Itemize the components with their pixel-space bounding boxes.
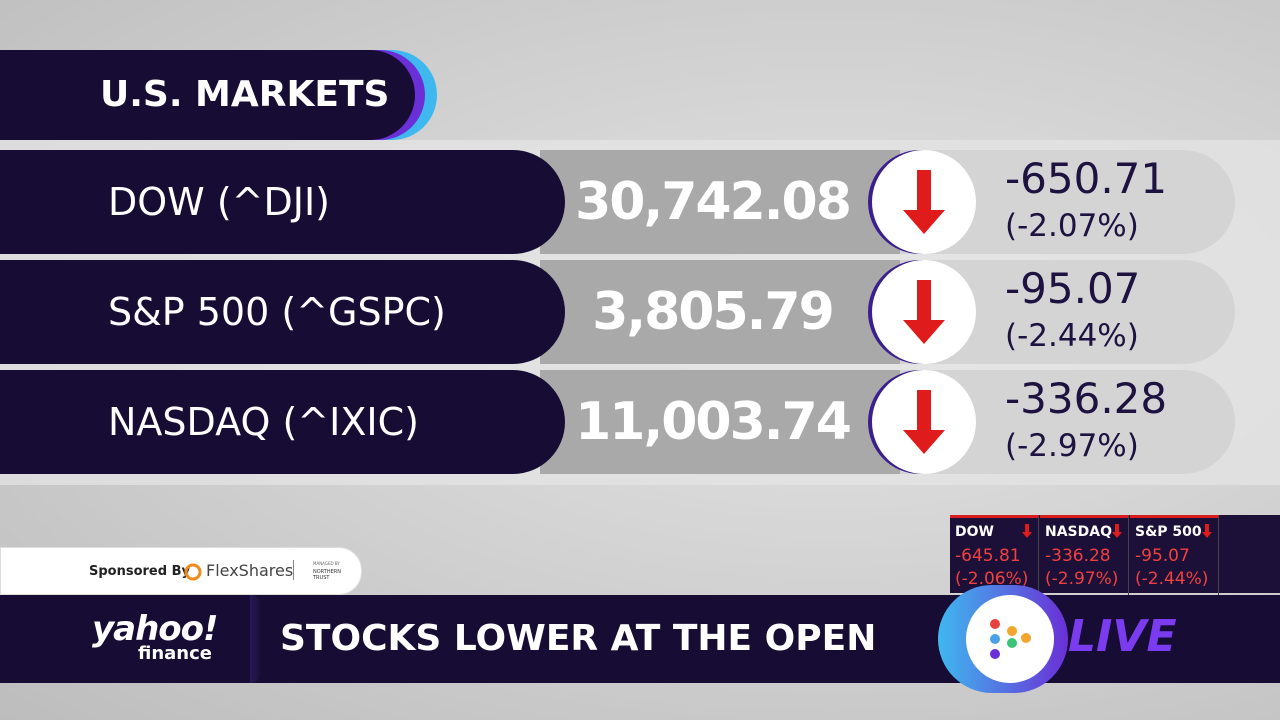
price-band	[540, 260, 920, 364]
separator	[250, 595, 262, 683]
arrow-badge	[858, 150, 976, 254]
down-arrow	[868, 370, 976, 474]
ticker-item: NASDAQ -336.28 (-2.97%)	[1040, 515, 1129, 596]
index-price: 3,805.79	[592, 282, 835, 342]
flexshares-icon	[184, 563, 202, 581]
arrow-badge	[858, 260, 976, 364]
ticker-change-pct: (-2.44%)	[1135, 569, 1209, 589]
arrow-badge	[858, 370, 976, 474]
price-band	[540, 370, 920, 474]
ticker-arrow	[1022, 524, 1032, 542]
index-name: DOW (^DJI)	[108, 180, 330, 224]
index-change-pct: (-2.44%)	[1005, 318, 1139, 354]
down-arrow	[868, 150, 976, 254]
sponsor-brand: FlexShares	[206, 561, 294, 580]
index-name: S&P 500 (^GSPC)	[108, 290, 446, 334]
divider	[293, 560, 294, 580]
logo: yahoo!	[92, 609, 219, 649]
down-arrow	[868, 260, 976, 364]
ticker-box: DOW -645.81 (-2.06%) NASDAQ -336.28 (-2.97%) S…	[950, 515, 1280, 596]
ticker-change: -336.28	[1045, 546, 1111, 566]
ticker-change-pct: (-2.06%)	[955, 569, 1029, 589]
headline: STOCKS LOWER AT THE OPEN	[280, 618, 877, 659]
logo-sub: finance	[138, 643, 212, 664]
ticker-arrow	[1202, 524, 1212, 542]
price-band	[540, 150, 920, 254]
ticker-change: -95.07	[1135, 546, 1190, 566]
managed-by: MANAGED BY	[313, 561, 340, 566]
ticker-change: -645.81	[955, 546, 1021, 566]
market-row: NASDAQ (^IXIC) 11,003.74 -336.28 (-2.97%)	[0, 370, 1240, 474]
index-price: 11,003.74	[575, 392, 852, 452]
sponsor-label: Sponsored By	[89, 564, 190, 579]
index-change: -650.71	[1005, 154, 1168, 203]
ticker-item: DOW -645.81 (-2.06%)	[950, 515, 1039, 596]
title: U.S. MARKETS	[100, 74, 390, 115]
index-change-pct: (-2.07%)	[1005, 208, 1139, 244]
ticker-name: DOW	[955, 524, 994, 540]
market-row: DOW (^DJI) 30,742.08 -650.71 (-2.07%)	[0, 150, 1240, 254]
ticker-name: NASDAQ	[1045, 524, 1112, 540]
ticker-name: S&P 500	[1135, 524, 1202, 540]
index-change: -336.28	[1005, 374, 1168, 423]
market-row: S&P 500 (^GSPC) 3,805.79 -95.07 (-2.44%)	[0, 260, 1240, 364]
index-change-pct: (-2.97%)	[1005, 428, 1139, 464]
index-name: NASDAQ (^IXIC)	[108, 400, 419, 444]
name-pill	[0, 260, 565, 364]
ticker-item: S&P 500 -95.07 (-2.44%)	[1130, 515, 1219, 596]
live-icon	[966, 595, 1054, 683]
index-price: 30,742.08	[575, 172, 852, 232]
sponsor-box: Sponsored By FlexShares MANAGED BY NORTH…	[0, 547, 362, 595]
name-pill	[0, 150, 565, 254]
live-label: LIVE	[1068, 611, 1177, 662]
manager: NORTHERN TRUST	[313, 569, 341, 581]
lower-third: yahoo! finance LIVE	[0, 585, 1280, 693]
ticker-arrow	[1112, 524, 1122, 542]
ticker-change-pct: (-2.97%)	[1045, 569, 1119, 589]
name-pill	[0, 370, 565, 474]
index-change: -95.07	[1005, 264, 1141, 313]
title-bar	[0, 50, 415, 140]
